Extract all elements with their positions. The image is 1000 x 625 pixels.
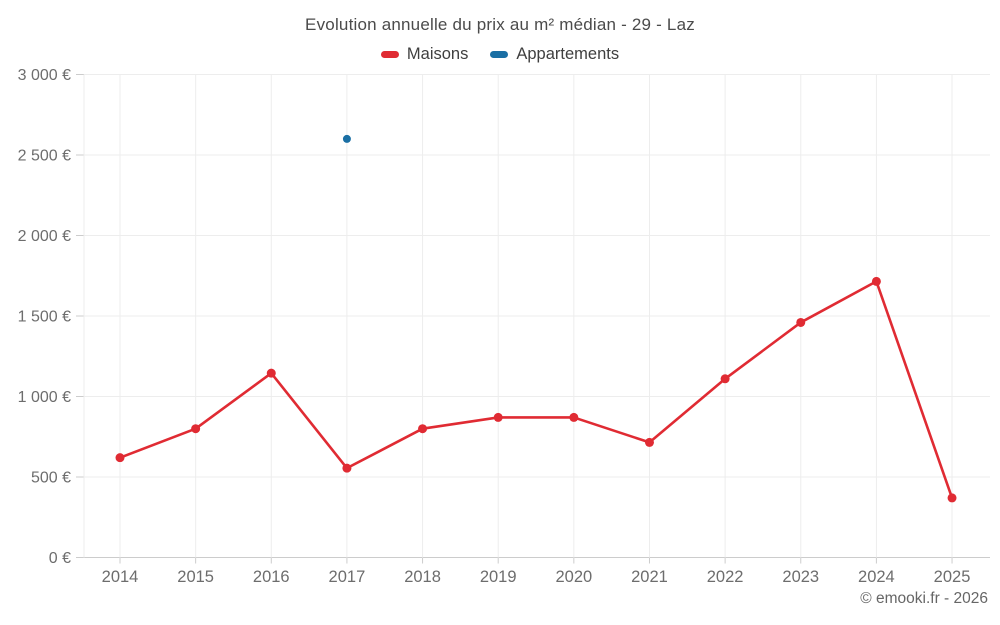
appartements-swatch-icon <box>490 51 509 58</box>
x-tick-label: 2021 <box>631 568 668 586</box>
x-tick-label: 2018 <box>404 568 441 586</box>
y-tick-label: 3 000 € <box>18 67 71 84</box>
x-tick-label: 2014 <box>102 568 139 586</box>
maisons-point-2015[interactable] <box>191 424 201 434</box>
maisons-line <box>118 280 954 500</box>
chart-title: Evolution annuelle du prix au m² médian … <box>305 15 695 34</box>
x-tick-label: 2019 <box>480 568 517 586</box>
maisons-point-2024[interactable] <box>871 276 881 286</box>
x-tick-label: 2025 <box>934 568 971 586</box>
legend-item-appartements[interactable]: Appartements <box>490 45 619 64</box>
x-tick-label: 2015 <box>177 568 214 586</box>
maisons-point-2018[interactable] <box>418 424 428 434</box>
maisons-swatch-icon <box>380 51 399 58</box>
appartements-point-2017[interactable] <box>342 134 351 143</box>
maisons-point-2017[interactable] <box>342 463 352 473</box>
y-tick-label: 500 € <box>31 470 71 487</box>
x-tick-label: 2016 <box>253 568 290 586</box>
x-tick-label: 2023 <box>782 568 819 586</box>
maisons-point-2019[interactable] <box>493 412 503 422</box>
x-tick-label: 2020 <box>555 568 592 586</box>
maisons-point-2020[interactable] <box>569 412 579 422</box>
y-tick-label: 2 500 € <box>18 148 71 165</box>
y-tick-label: 1 000 € <box>18 389 71 406</box>
axis-labels: 0 € 500 € 1 000 € 1 500 € 2 000 € 2 500 € 3 00… <box>18 67 971 586</box>
y-tick-label: 2 000 € <box>18 228 71 245</box>
maisons-point-2014[interactable] <box>115 453 125 463</box>
gridlines <box>76 74 990 564</box>
maisons-point-2025[interactable] <box>947 493 957 503</box>
maisons-point-2022[interactable] <box>720 374 730 384</box>
maisons-point-2023[interactable] <box>796 317 806 327</box>
chart-legend: Maisons Appartements <box>0 45 1000 64</box>
credit-text: © emooki.fr - 2026 <box>860 590 988 607</box>
x-tick-label: 2022 <box>707 568 744 586</box>
legend-item-maisons[interactable]: Maisons <box>380 45 469 64</box>
series <box>115 134 957 503</box>
y-tick-label: 1 500 € <box>18 309 71 326</box>
maisons-point-2016[interactable] <box>266 368 276 378</box>
x-tick-label: 2017 <box>329 568 366 586</box>
legend-label-maisons: Maisons <box>406 45 469 63</box>
y-tick-label: 0 € <box>49 550 71 567</box>
maisons-point-2021[interactable] <box>644 437 654 447</box>
x-tick-label: 2024 <box>858 568 895 586</box>
legend-label-appartements: Appartements <box>516 45 620 63</box>
